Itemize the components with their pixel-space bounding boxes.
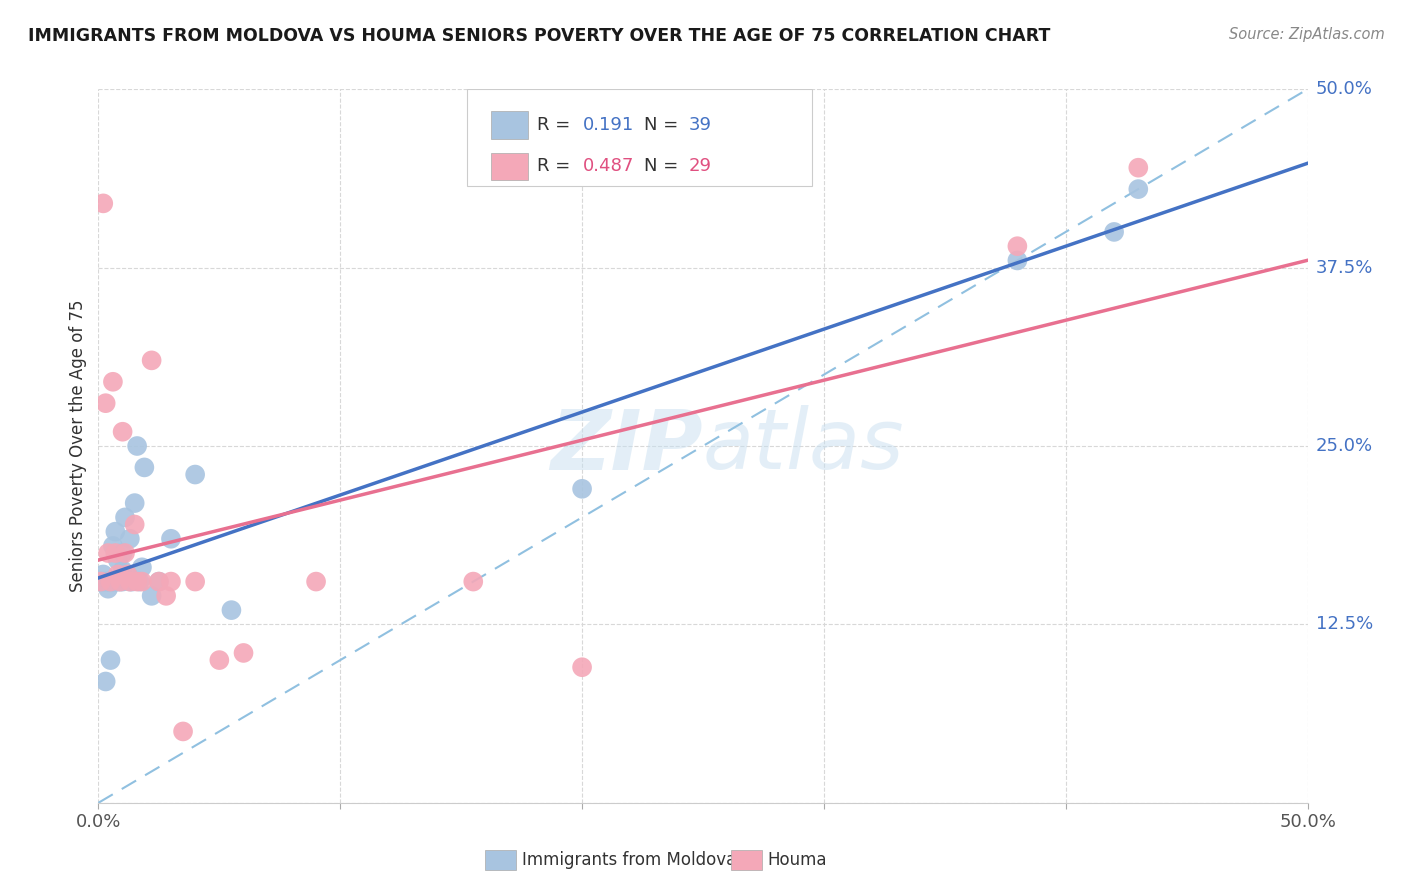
Point: [91, 196, 114, 211]
Point: [97, 574, 120, 589]
Point: [208, 653, 231, 667]
FancyBboxPatch shape: [467, 89, 811, 186]
Bar: [492, 112, 527, 138]
Point: [134, 460, 156, 475]
Point: [100, 574, 122, 589]
Point: [571, 482, 593, 496]
Point: [117, 567, 139, 582]
Point: [184, 467, 207, 482]
Text: 50.0%: 50.0%: [1316, 80, 1372, 98]
Point: [104, 546, 127, 560]
Point: [1128, 182, 1150, 196]
Point: [1102, 225, 1125, 239]
Point: [101, 539, 124, 553]
Point: [155, 589, 177, 603]
Point: [94, 674, 117, 689]
Point: [160, 532, 183, 546]
Text: Houma: Houma: [768, 851, 827, 869]
Point: [90, 574, 112, 589]
Point: [101, 574, 124, 589]
Point: [141, 353, 163, 368]
Point: [131, 560, 153, 574]
Point: [124, 517, 146, 532]
Point: [111, 563, 134, 577]
Point: [184, 574, 207, 589]
Point: [148, 574, 170, 589]
Point: [107, 553, 129, 567]
Point: [160, 574, 183, 589]
Text: N =: N =: [644, 116, 683, 134]
Point: [221, 603, 243, 617]
Text: 0.191: 0.191: [583, 116, 634, 134]
Point: [104, 574, 127, 589]
Point: [108, 574, 131, 589]
Point: [107, 567, 129, 582]
Point: [128, 574, 150, 589]
Point: [107, 574, 129, 589]
Point: [100, 574, 122, 589]
Text: Source: ZipAtlas.com: Source: ZipAtlas.com: [1229, 27, 1385, 42]
Point: [114, 510, 136, 524]
Point: [111, 425, 134, 439]
Point: [127, 574, 149, 589]
Text: Immigrants from Moldova: Immigrants from Moldova: [522, 851, 735, 869]
Point: [108, 574, 131, 589]
Text: R =: R =: [537, 116, 576, 134]
Point: [114, 546, 136, 560]
Point: [124, 496, 146, 510]
Point: [94, 574, 117, 589]
Point: [91, 567, 114, 582]
Point: [101, 375, 124, 389]
Point: [127, 439, 149, 453]
Point: [104, 524, 127, 539]
Point: [305, 574, 328, 589]
Point: [118, 574, 141, 589]
Text: ZIP: ZIP: [550, 406, 703, 486]
Point: [118, 574, 141, 589]
Point: [571, 660, 593, 674]
Point: [141, 589, 163, 603]
Point: [121, 574, 143, 589]
Point: [108, 570, 131, 584]
Point: [111, 574, 134, 589]
Text: 25.0%: 25.0%: [1316, 437, 1374, 455]
Text: N =: N =: [644, 157, 683, 175]
Text: 0.487: 0.487: [583, 157, 634, 175]
Point: [97, 546, 120, 560]
Text: 39: 39: [689, 116, 711, 134]
Point: [118, 532, 141, 546]
Point: [1007, 253, 1029, 268]
Bar: [492, 153, 527, 179]
Point: [111, 546, 134, 560]
Text: 29: 29: [689, 157, 711, 175]
Text: 12.5%: 12.5%: [1316, 615, 1374, 633]
Text: R =: R =: [537, 157, 576, 175]
Point: [91, 574, 114, 589]
Text: IMMIGRANTS FROM MOLDOVA VS HOUMA SENIORS POVERTY OVER THE AGE OF 75 CORRELATION : IMMIGRANTS FROM MOLDOVA VS HOUMA SENIORS…: [28, 27, 1050, 45]
Y-axis label: Seniors Poverty Over the Age of 75: Seniors Poverty Over the Age of 75: [69, 300, 87, 592]
Text: 37.5%: 37.5%: [1316, 259, 1374, 277]
Text: atlas: atlas: [703, 406, 904, 486]
Point: [117, 567, 139, 582]
Point: [94, 396, 117, 410]
Point: [100, 653, 122, 667]
Point: [232, 646, 254, 660]
Point: [131, 574, 153, 589]
Point: [90, 574, 112, 589]
Point: [1128, 161, 1150, 175]
Point: [1007, 239, 1029, 253]
Point: [148, 574, 170, 589]
Point: [463, 574, 485, 589]
Point: [97, 582, 120, 596]
Point: [172, 724, 194, 739]
